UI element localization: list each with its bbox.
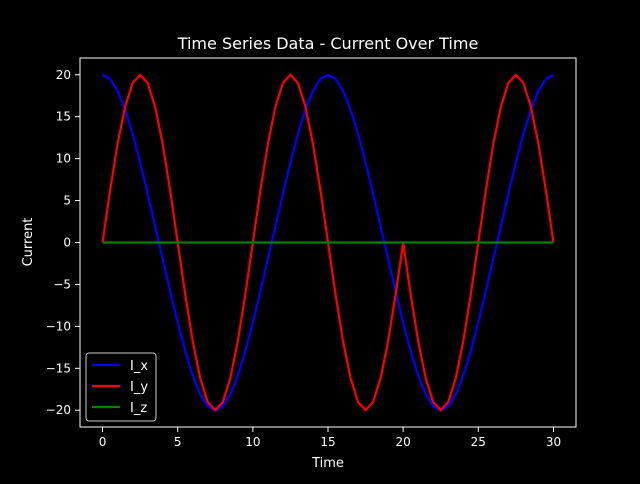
y-tick-label: 5: [63, 194, 71, 208]
chart-title: Time Series Data - Current Over Time: [177, 34, 479, 53]
y-tick-label: 10: [56, 152, 71, 166]
y-axis-label: Current: [21, 218, 36, 267]
y-tick-label: −20: [46, 403, 71, 417]
legend-label: I_y: [130, 380, 148, 395]
y-axis: −20 −15 −10 −5 0 5 10 15 20: [46, 68, 80, 417]
x-tick-label: 20: [396, 435, 411, 449]
series-line-0: [102, 73, 554, 412]
x-axis: 0 5 10 15 20 25 30: [99, 427, 561, 449]
y-tick-label: 15: [56, 110, 71, 124]
y-tick-label: −15: [46, 361, 71, 375]
y-tick-label: −5: [53, 277, 71, 291]
x-tick-label: 15: [320, 435, 335, 449]
x-tick-label: 0: [99, 435, 107, 449]
plot-area: [101, 73, 555, 412]
x-tick-label: 5: [174, 435, 182, 449]
y-tick-label: 20: [56, 68, 71, 82]
legend-label: I_x: [130, 359, 148, 374]
x-axis-label: Time: [311, 456, 344, 471]
legend-box: [85, 352, 157, 422]
x-tick-label: 30: [546, 435, 561, 449]
x-tick-label: 25: [471, 435, 486, 449]
legend-label: I_z: [130, 401, 147, 416]
x-tick-label: 10: [245, 435, 260, 449]
y-tick-label: 0: [63, 236, 71, 250]
legend: I_x I_y I_z: [85, 352, 157, 422]
y-tick-label: −10: [46, 319, 71, 333]
